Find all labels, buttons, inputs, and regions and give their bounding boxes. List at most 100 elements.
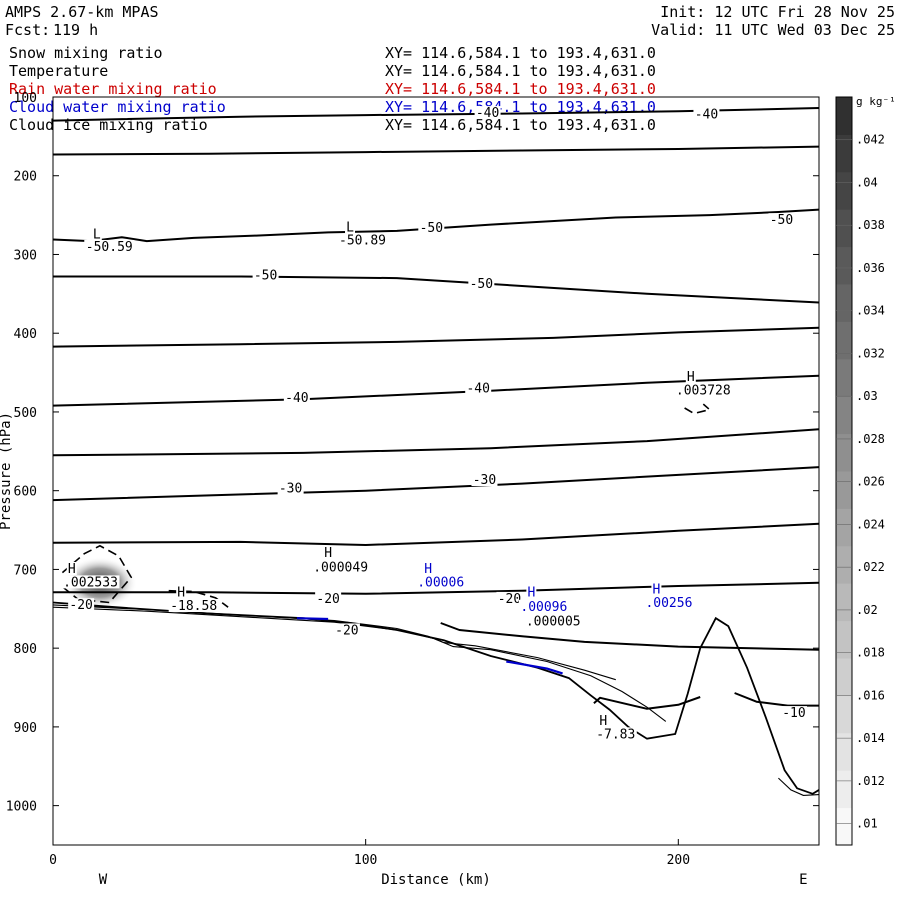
colorbar-swatch-18 (836, 134, 852, 173)
model-title: AMPS 2.67-km MPAS (5, 3, 159, 21)
label-bg-35 (594, 727, 637, 741)
header-panel: AMPS 2.67-km MPAS Fcst: 119 h Init: 12 U… (0, 0, 900, 140)
colorbar-swatch-17 (836, 171, 852, 210)
x-tick-label-0: 0 (49, 853, 57, 868)
colorbar-swatch-7 (836, 545, 852, 584)
field-xy-cloud-ice: XY= 114.6,584.1 to 193.4,631.0 (385, 116, 656, 134)
contour-label-1: -40 (695, 108, 718, 123)
colorbar-tick-label-13: .036 (856, 261, 885, 275)
west-label: W (99, 872, 108, 888)
contour-label-22: .002533 (63, 575, 118, 590)
forecast-hours: 119 h (53, 21, 99, 39)
field-name-temperature: Temperature (9, 62, 109, 80)
colorbar-tick-label-1: .012 (856, 774, 885, 788)
surface-line-1 (53, 606, 667, 722)
plot-frame (52, 96, 820, 846)
colorbar-tick-label-9: .028 (856, 432, 885, 446)
label-bg-14 (780, 706, 807, 720)
colorbar-tick-label-2: .014 (856, 731, 885, 745)
colorbar-unit: g kg⁻¹ (856, 95, 896, 108)
contour-label-21: H (68, 562, 76, 577)
colorbar-swatch-15 (836, 246, 852, 285)
colorbar-swatch-3 (836, 695, 852, 734)
forecast-label: Fcst: (5, 21, 51, 39)
contour-label-13: -20 (335, 623, 358, 638)
contour-label-26: -18.58 (170, 599, 217, 614)
valid-time: Valid: 11 UTC Wed 03 Dec 25 (651, 21, 895, 39)
label-bg-12 (496, 591, 523, 605)
isotherm-7 (53, 466, 819, 502)
isotherm-11 (593, 696, 701, 710)
label-bg-2 (418, 221, 445, 235)
label-bg-10 (68, 598, 95, 612)
colorbar-swatch-1 (836, 770, 852, 809)
isotherm-1 (53, 145, 819, 156)
label-bg-24 (311, 560, 370, 574)
contour-label-34: H (599, 714, 607, 729)
field-xy-temperature: XY= 114.6,584.1 to 193.4,631.0 (385, 62, 656, 80)
label-bg-31 (524, 614, 583, 628)
contour-label-3: -50 (770, 213, 793, 228)
contour-label-2: -50 (420, 221, 443, 236)
cloud-water-segment-1 (506, 660, 563, 675)
label-bg-29 (526, 585, 537, 599)
field-name-cloud-ice: Cloud ice mixing ratio (9, 116, 208, 134)
isotherm-12 (734, 692, 819, 707)
colorbar-tick-label-11: .032 (856, 346, 885, 360)
contour-label-33: .00256 (645, 596, 692, 611)
field-name-rain: Rain water mixing ratio (9, 80, 217, 98)
contour-label-14: -10 (782, 706, 805, 721)
label-bg-11 (315, 591, 342, 605)
contour-label-24: .000049 (313, 560, 368, 575)
label-bg-9 (471, 473, 498, 487)
east-label: E (799, 872, 807, 888)
label-bg-25 (176, 585, 187, 599)
label-bg-7 (465, 381, 492, 395)
cloud-ice-contour-2 (684, 403, 712, 415)
colorbar-swatch-8 (836, 508, 852, 547)
label-bg-1 (693, 107, 720, 121)
isotherm-8 (53, 522, 819, 546)
label-bg-15 (91, 227, 102, 241)
isotherm-6 (53, 428, 819, 457)
contour-label-12: -20 (498, 592, 521, 607)
y-tick-label-600: 600 (14, 485, 37, 500)
contour-label-18: -50.89 (339, 234, 386, 249)
colorbar-swatch-14 (836, 284, 852, 322)
contour-label-8: -30 (279, 482, 302, 497)
contour-label-layer: -40 -40 -50 -50 -50 -50 -40 -40 -30 -30 -20 -20 -20 -… (61, 106, 807, 742)
x-axis-label: Distance (km) (381, 872, 491, 888)
contour-label-0: -40 (476, 106, 499, 121)
field-xy-snow: XY= 114.6,584.1 to 193.4,631.0 (385, 44, 656, 62)
label-bg-3 (768, 213, 795, 227)
colorbar-swatch-19 (836, 97, 852, 135)
label-bg-28 (415, 575, 466, 589)
colorbar-frame (835, 96, 853, 846)
contour-label-29: H (527, 586, 535, 601)
init-time: Init: 12 UTC Fri 28 Nov 25 (660, 3, 895, 21)
colorbar-swatch-6 (836, 583, 852, 622)
label-bg-23 (323, 546, 334, 560)
colorbar-swatch-9 (836, 471, 852, 509)
y-tick-label-300: 300 (14, 248, 37, 263)
label-bg-18 (337, 233, 388, 247)
contour-label-32: H (653, 582, 661, 597)
colorbar-tick-label-3: .016 (856, 688, 885, 702)
contour-label-30: .00096 (520, 600, 567, 615)
colorbar-swatch-11 (836, 396, 852, 435)
contour-label-7: -40 (466, 382, 489, 397)
contour-label-9: -30 (473, 473, 496, 488)
y-tick-label-900: 900 (14, 721, 37, 736)
contour-label-6: -40 (285, 391, 308, 406)
contour-label-31: .000005 (526, 615, 581, 630)
contour-label-5: -50 (470, 277, 493, 292)
isotherm-4 (53, 326, 819, 348)
colorbar-swatch-10 (836, 433, 852, 472)
label-bg-27 (423, 561, 434, 575)
y-tick-label-100: 100 (14, 91, 37, 106)
colorbar-tick-label-4: .018 (856, 646, 885, 660)
colorbar-tick-label-6: .022 (856, 560, 885, 574)
label-bg-16 (84, 239, 135, 253)
contour-label-15: L (93, 227, 101, 242)
